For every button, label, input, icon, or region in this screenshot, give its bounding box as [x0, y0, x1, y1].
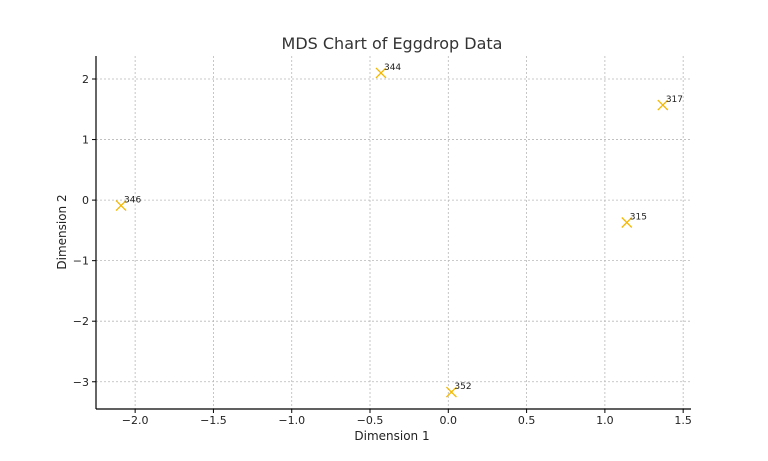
point-label-352: 352 — [454, 382, 471, 392]
point-marker-stroke — [375, 67, 387, 79]
y-tick-label: −3 — [73, 376, 89, 389]
point-marker-stroke — [657, 99, 669, 111]
point-label-346: 346 — [124, 196, 141, 206]
data-point-352 — [445, 386, 457, 398]
point-marker-stroke — [445, 386, 457, 398]
x-tick-label: 0.5 — [518, 414, 536, 427]
ticks: −2.0 −1.5 −1.0 −0.5 0.0 0.5 1.0 1.5 2 1 0 −1 −2 −3 — [73, 73, 692, 427]
x-tick-label: 0.0 — [440, 414, 458, 427]
y-tick-label: −1 — [73, 255, 89, 268]
data-point-315 — [621, 217, 633, 228]
data-point-346 — [115, 200, 127, 212]
x-tick-label: 1.5 — [674, 414, 692, 427]
axes — [95, 56, 691, 410]
data-point-344 — [375, 67, 387, 79]
y-tick-label: 0 — [82, 194, 89, 207]
x-tick-label: 1.0 — [596, 414, 614, 427]
x-tick-label: −1.5 — [200, 414, 227, 427]
y-tick-label: 1 — [82, 134, 89, 147]
x-tick-label: −0.5 — [357, 414, 384, 427]
y-tick-label: 2 — [82, 73, 89, 86]
grid-lines — [96, 56, 691, 409]
point-label-344: 344 — [384, 63, 401, 73]
y-tick-label: −2 — [73, 315, 89, 328]
x-tick-label: −2.0 — [122, 414, 149, 427]
x-tick-label: −1.0 — [278, 414, 305, 427]
x-axis-title: Dimension 1 — [354, 429, 429, 443]
point-label-317: 317 — [666, 95, 683, 105]
data-point-317 — [657, 99, 669, 111]
data-points: 344 317 346 315 352 — [115, 63, 683, 398]
y-axis-title: Dimension 2 — [55, 194, 69, 269]
point-marker-stroke — [115, 200, 127, 212]
point-marker-stroke — [621, 217, 633, 228]
point-label-315: 315 — [630, 213, 647, 223]
chart-title: MDS Chart of Eggdrop Data — [282, 34, 503, 53]
